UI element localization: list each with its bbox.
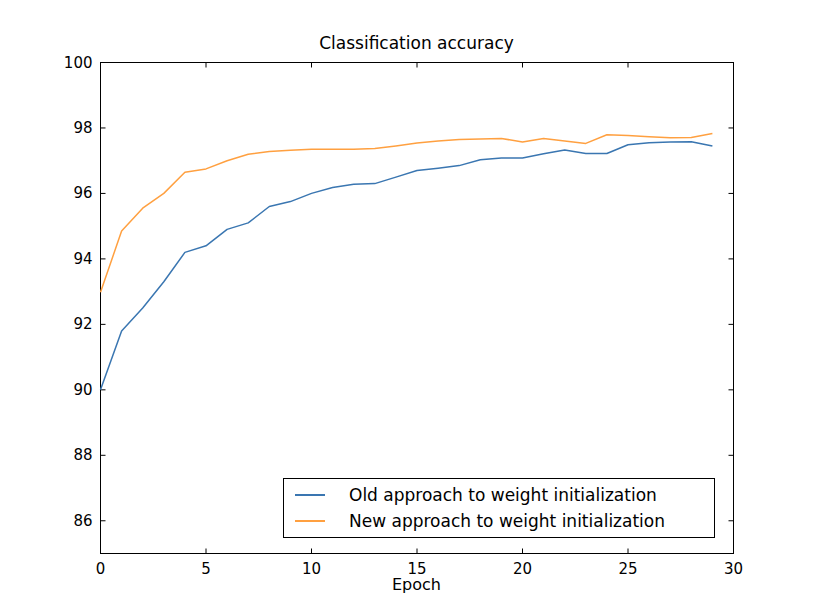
y-tick-label: 98 xyxy=(73,119,92,137)
y-tick-label: 100 xyxy=(64,54,93,72)
legend-item-new-approach: New approach to weight initialization xyxy=(284,508,714,534)
legend-line-sample-old xyxy=(295,494,325,496)
chart-title: Classification accuracy xyxy=(100,33,733,53)
y-tick-label: 86 xyxy=(73,512,92,530)
y-tick-label: 88 xyxy=(73,446,92,464)
legend-label-old: Old approach to weight initialization xyxy=(349,485,657,505)
legend-line-sample-new xyxy=(295,520,325,522)
figure-canvas: 05101520253086889092949698100 Classifica… xyxy=(0,0,815,615)
series-line-1 xyxy=(101,134,713,293)
y-tick-label: 90 xyxy=(73,381,92,399)
x-axis-label: Epoch xyxy=(100,575,733,594)
y-tick-label: 92 xyxy=(73,315,92,333)
legend-item-old-approach: Old approach to weight initialization xyxy=(284,482,714,508)
y-tick-label: 96 xyxy=(73,184,92,202)
y-tick-label: 94 xyxy=(73,250,92,268)
series-line-0 xyxy=(101,142,713,390)
legend: Old approach to weight initialization Ne… xyxy=(283,478,715,538)
legend-label-new: New approach to weight initialization xyxy=(349,511,665,531)
